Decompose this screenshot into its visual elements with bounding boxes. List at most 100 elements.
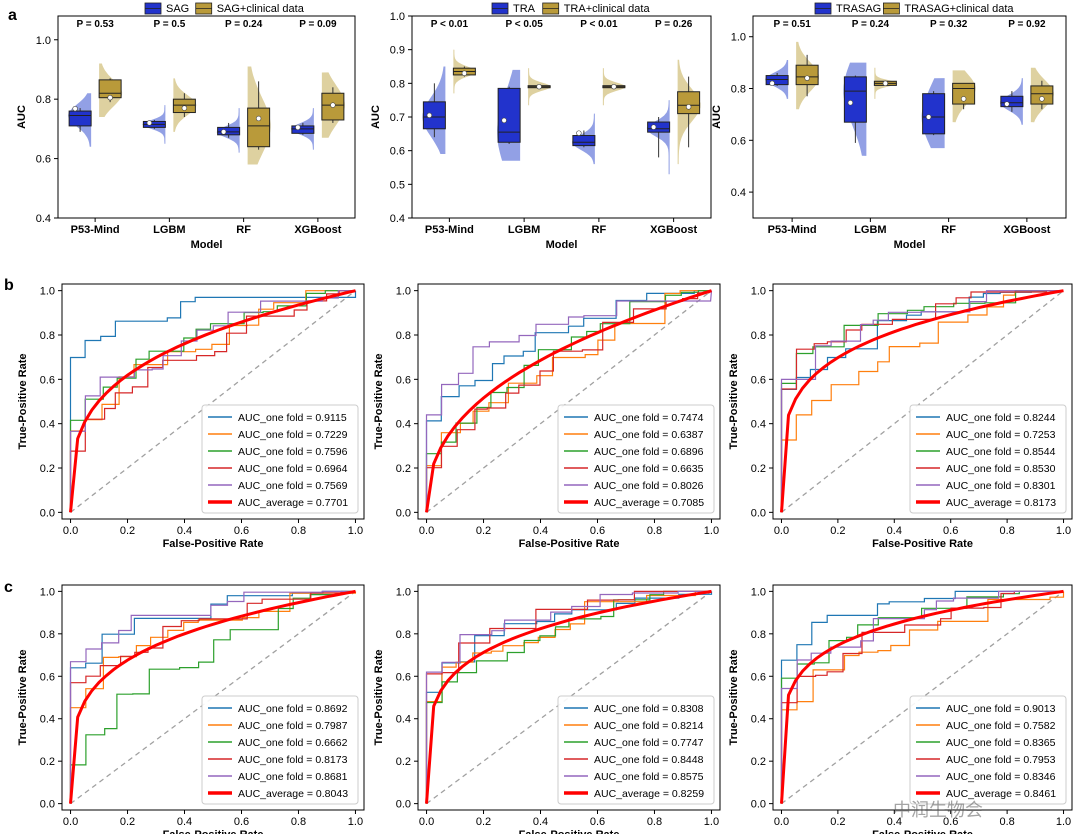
x-axis-label: False-Positive Rate: [872, 538, 973, 550]
legend-label: AUC_one fold = 0.7474: [594, 412, 704, 424]
legend-label: AUC_one fold = 0.6896: [594, 446, 704, 458]
p-value-label: P < 0.05: [505, 19, 543, 30]
box-sag: [291, 125, 315, 134]
p-value-label: P = 0.5: [153, 19, 185, 30]
y-axis-label: True-Positive Rate: [373, 650, 385, 746]
legend-label: TRASAG: [836, 3, 881, 15]
y-tick-label: 1.0: [40, 586, 55, 598]
y-tick-label: 0.2: [396, 756, 411, 768]
roc-curve-fold-4: [780, 590, 1064, 804]
roc-curve-fold-4: [780, 290, 1064, 513]
y-tick-label: 0.6: [40, 671, 55, 683]
legend-box: [557, 404, 715, 514]
box-tra: [497, 87, 521, 143]
x-tick-label: 0.6: [590, 525, 605, 537]
y-tick-label: 0.8: [396, 330, 411, 342]
y-tick-label: 0.4: [731, 187, 746, 199]
x-tick-label: 0.4: [533, 525, 548, 537]
x-tick-label: RF: [236, 224, 251, 236]
x-tick-label: 0.8: [647, 816, 662, 828]
box-traclinicaldata: [677, 91, 701, 115]
plot-frame: [417, 584, 721, 811]
box-trasag: [843, 76, 867, 123]
box-mean-point: [1004, 101, 1010, 107]
box-trasag: [1000, 95, 1024, 108]
x-tick-label: 1.0: [1056, 525, 1071, 537]
watermark-text: 中润生物会: [893, 800, 983, 821]
roc-curve-average: [425, 289, 712, 513]
y-axis-label: True-Positive Rate: [17, 354, 29, 450]
y-tick-label: 0.0: [751, 507, 766, 519]
y-tick-label: 1.0: [36, 35, 51, 47]
x-tick-label: 0.6: [234, 816, 249, 828]
y-tick-label: 0.9: [390, 45, 405, 57]
chance-diagonal: [781, 590, 1064, 805]
x-tick-label: 0.2: [120, 525, 135, 537]
x-tick-label: LGBM: [153, 224, 185, 236]
legend-label: AUC_one fold = 0.7253: [946, 429, 1056, 441]
x-axis-label: Model: [894, 239, 926, 251]
x-tick-label: 0.4: [177, 816, 192, 828]
plot-frame: [772, 584, 1073, 811]
legend-label: AUC_average = 0.7701: [238, 497, 348, 509]
box-mean-point: [107, 94, 113, 101]
y-axis-label: AUC: [711, 105, 723, 129]
x-tick-label: RF: [592, 224, 607, 236]
box-mean-point: [960, 96, 967, 102]
panel-label-b: b: [4, 277, 14, 294]
legend-box: [201, 404, 359, 514]
box-trasagclinicaldata: [1030, 85, 1054, 105]
roc-curve-average: [780, 589, 1064, 804]
box-mean-point: [769, 80, 775, 87]
x-tick-label: 0.6: [943, 816, 958, 828]
plot-frame: [57, 15, 356, 219]
legend-label: AUC_one fold = 0.7953: [946, 754, 1056, 766]
y-tick-label: 0.5: [390, 179, 405, 191]
legend-label: AUC_one fold = 0.8530: [946, 463, 1056, 475]
x-tick-label: 0.8: [291, 816, 306, 828]
legend-label: AUC_one fold = 0.8244: [946, 412, 1056, 424]
roc-curve-fold-3: [425, 590, 712, 804]
legend-label: AUC_one fold = 0.8365: [946, 737, 1056, 749]
box-sagclinicaldata: [247, 107, 271, 148]
roc-curve-fold-3: [69, 290, 356, 513]
y-tick-label: 0.4: [40, 419, 55, 431]
roc-chart-b1: 0.0 0.0 0.2 0.2 0.4 0.4 0.6 0.6 0.8 0.8 1.0 1.0 Fals…: [17, 283, 365, 550]
box-mean-point: [650, 124, 657, 130]
y-tick-label: 0.6: [731, 135, 746, 147]
p-value-label: P = 0.32: [930, 19, 968, 30]
y-tick-label: 0.7: [390, 112, 405, 124]
y-tick-label: 0.8: [731, 84, 746, 96]
x-tick-label: 1.0: [348, 816, 363, 828]
roc-curve-fold-5: [69, 290, 356, 513]
box-mean-point: [611, 83, 617, 90]
legend-label: AUC_average = 0.8259: [594, 788, 704, 800]
y-tick-label: 0.6: [751, 671, 766, 683]
roc-legend: AUC_one fold = 0.8244 AUC_one fold = 0.72…: [909, 404, 1067, 514]
y-tick-label: 0.2: [751, 463, 766, 475]
x-tick-label: 0.0: [774, 816, 789, 828]
y-tick-label: 0.4: [751, 714, 766, 726]
x-tick-label: 0.6: [590, 816, 605, 828]
x-tick-label: LGBM: [508, 224, 540, 236]
legend-label: SAG: [166, 3, 189, 15]
legend-label: AUC_one fold = 0.8681: [238, 771, 348, 783]
box-mean-point: [536, 83, 542, 90]
x-tick-label: 0.6: [943, 525, 958, 537]
box-mean-point: [72, 105, 78, 112]
x-tick-label: 0.0: [774, 525, 789, 537]
y-tick-label: 0.8: [36, 94, 51, 106]
roc-curve-fold-5: [69, 590, 356, 804]
roc-curve-fold-1: [425, 290, 712, 513]
legend-label: AUC_one fold = 0.7229: [238, 429, 348, 441]
x-tick-label: P53-Mind: [768, 224, 817, 236]
y-axis-label: True-Positive Rate: [373, 354, 385, 450]
y-tick-label: 0.6: [40, 374, 55, 386]
box-mean-point: [501, 117, 507, 124]
roc-chart-c1: 0.0 0.0 0.2 0.2 0.4 0.4 0.6 0.6 0.8 0.8 1.0 1.0 Fals…: [17, 584, 365, 834]
y-tick-label: 0.8: [40, 330, 55, 342]
y-tick-label: 0.6: [36, 154, 51, 166]
box-mean-point: [882, 80, 889, 87]
plot-frame: [61, 584, 365, 811]
legend-label: AUC_one fold = 0.7747: [594, 737, 704, 749]
